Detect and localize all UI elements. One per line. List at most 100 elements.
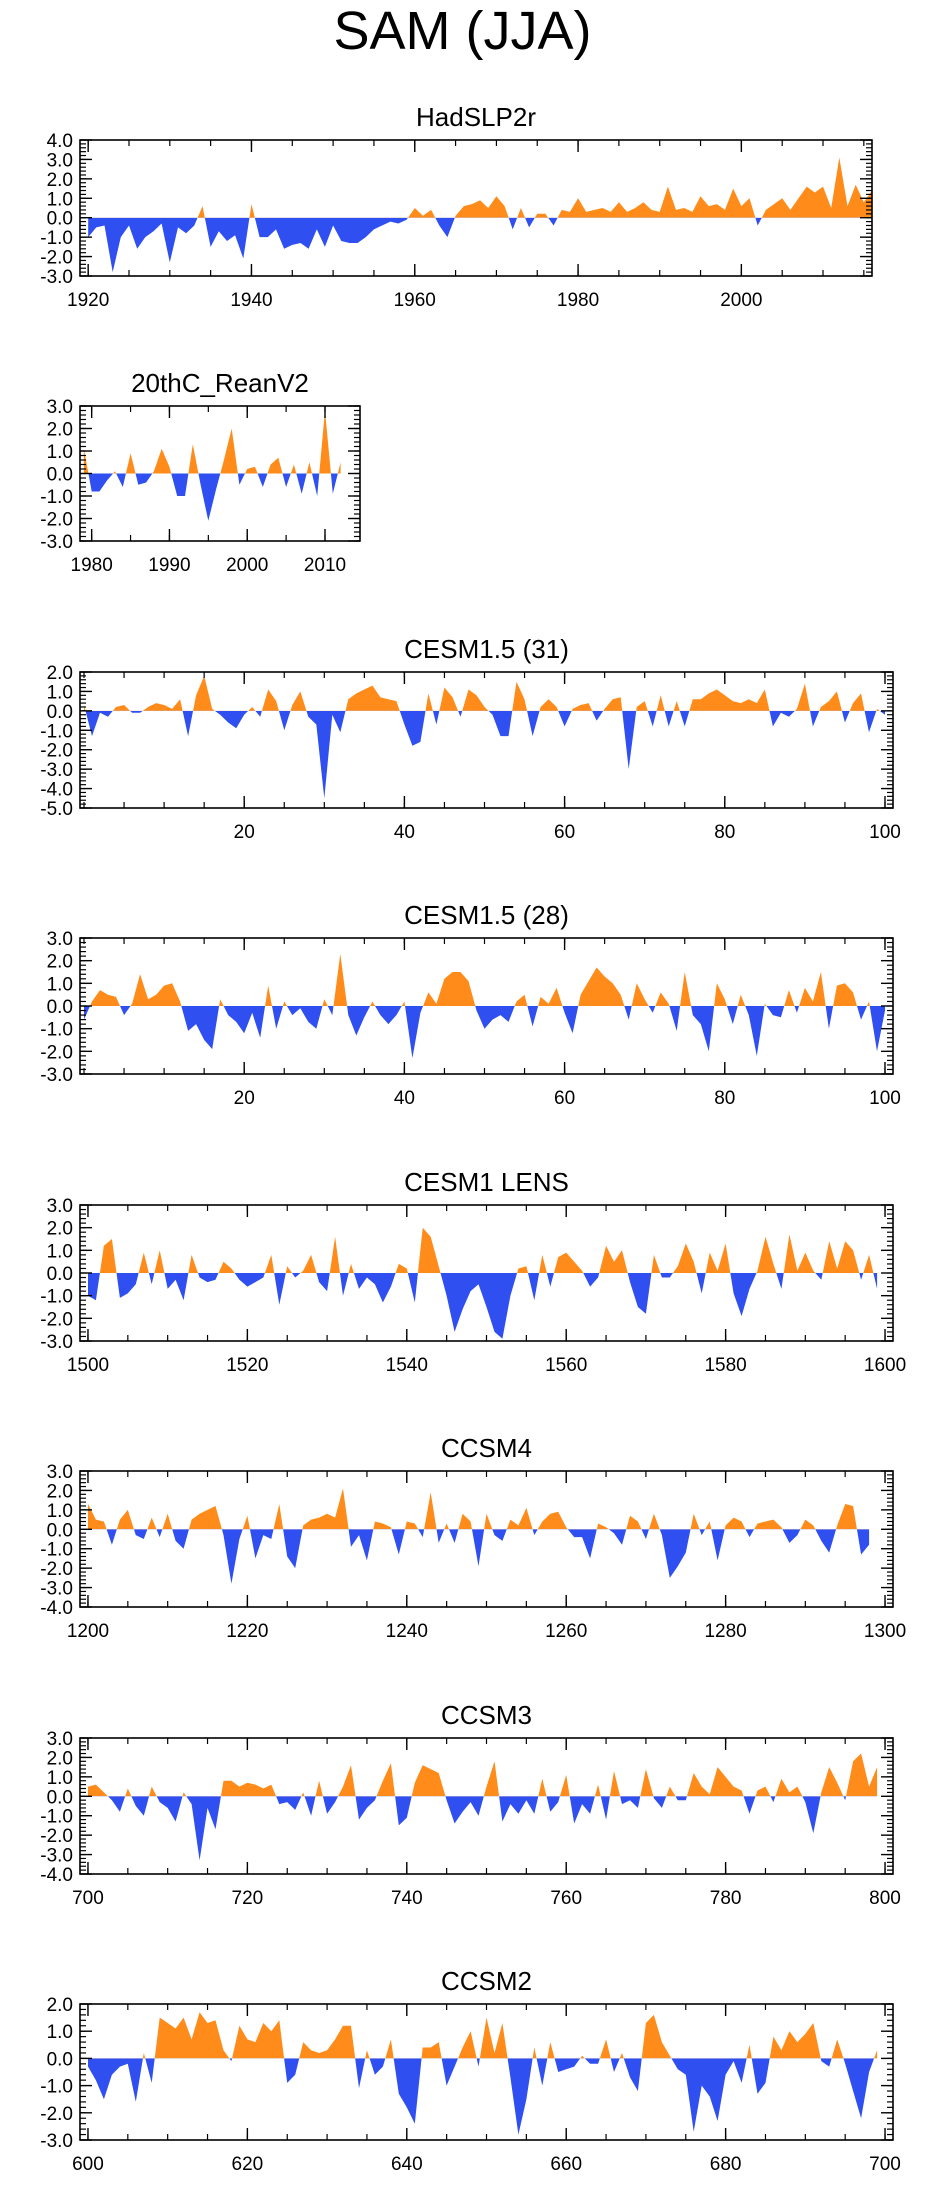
y-tick-label: 1.0: [47, 682, 73, 703]
y-tick-label: 1.0: [47, 1768, 73, 1789]
x-tick-label: 1940: [230, 290, 272, 311]
x-tick-label: 1260: [545, 1621, 587, 1642]
negative-anomaly-area: [84, 1006, 885, 1059]
x-tick-label: 20: [234, 822, 255, 843]
y-tick-label: -1.0: [40, 1540, 73, 1561]
y-tick-label: -3.0: [40, 1846, 73, 1867]
y-tick-label: 3.0: [47, 397, 73, 418]
y-tick-label: -1.0: [40, 1807, 73, 1828]
plot-frame: [79, 2003, 894, 2141]
y-tick-label: 2.0: [47, 663, 73, 684]
x-tick-label: 600: [72, 2154, 104, 2175]
x-tick-label: 740: [391, 1888, 423, 1909]
x-tick-label: 60: [554, 1088, 575, 1109]
y-tick-label: -1.0: [40, 1020, 73, 1041]
x-tick-label: 1500: [67, 1355, 109, 1376]
y-tick-label: -2.0: [40, 1042, 73, 1063]
y-tick-label: 1.0: [47, 1501, 73, 1522]
y-tick-label: -1.0: [40, 2077, 73, 2098]
y-tick-label: 3.0: [47, 1729, 73, 1750]
panel-title: CESM1.5 (28): [404, 900, 569, 930]
x-tick-label: 1280: [704, 1621, 746, 1642]
y-tick-label: -3.0: [40, 2131, 73, 2152]
plot-frame: [79, 1204, 894, 1342]
y-tick-label: 0.0: [47, 2049, 73, 2070]
panel-title: 20thC_ReanV2: [131, 368, 309, 398]
x-tick-label: 2010: [304, 555, 346, 576]
x-tick-label: 800: [869, 1888, 901, 1909]
x-tick-label: 1980: [557, 290, 599, 311]
y-tick-label: -2.0: [40, 1309, 73, 1330]
y-tick-label: -3.0: [40, 1065, 73, 1086]
y-tick-label: 2.0: [47, 170, 73, 191]
y-tick-label: -1.0: [40, 228, 73, 249]
x-tick-label: 700: [72, 1888, 104, 1909]
negative-anomaly-area: [88, 1273, 878, 1339]
x-tick-label: 1540: [386, 1355, 428, 1376]
y-tick-label: 2.0: [47, 420, 73, 441]
y-tick-label: -2.0: [40, 510, 73, 531]
x-tick-label: 1520: [226, 1355, 268, 1376]
x-tick-label: 20: [234, 1088, 255, 1109]
x-tick-label: 780: [710, 1888, 742, 1909]
x-tick-label: 1560: [545, 1355, 587, 1376]
negative-anomaly-area: [88, 2058, 878, 2135]
x-tick-label: 620: [232, 2154, 264, 2175]
y-tick-label: -5.0: [40, 799, 73, 820]
y-tick-label: -3.0: [40, 532, 73, 553]
y-tick-label: 0.0: [47, 997, 73, 1018]
y-tick-label: 3.0: [47, 150, 73, 171]
y-tick-label: -2.0: [40, 248, 73, 269]
y-tick-label: 1.0: [47, 974, 73, 995]
y-tick-label: -3.0: [40, 1332, 73, 1353]
positive-anomaly-area: [88, 1753, 878, 1797]
y-tick-label: 3.0: [47, 1462, 73, 1483]
negative-anomaly-area: [88, 217, 762, 273]
y-tick-label: 0.0: [47, 1520, 73, 1541]
x-tick-label: 80: [714, 822, 735, 843]
y-tick-label: 2.0: [47, 1219, 73, 1240]
y-tick-label: 1.0: [47, 1241, 73, 1262]
panel-title: CESM1.5 (31): [404, 634, 569, 664]
x-tick-label: 680: [710, 2154, 742, 2175]
x-tick-label: 2000: [226, 555, 268, 576]
y-tick-label: -4.0: [40, 1598, 73, 1619]
plot-frame: [79, 139, 873, 277]
chart-panel: CESM1.5 (28) 3.02.01.00.0-1.0-2.0-3.0 20 40…: [40, 900, 901, 1109]
x-tick-label: 1960: [394, 290, 436, 311]
panel-title: CESM1 LENS: [404, 1167, 569, 1197]
x-tick-label: 1990: [148, 555, 190, 576]
y-tick-label: -4.0: [40, 1865, 73, 1886]
y-tick-label: -3.0: [40, 267, 73, 288]
x-tick-label: 760: [550, 1888, 582, 1909]
negative-anomaly-area: [88, 1796, 878, 1861]
x-tick-label: 1600: [864, 1355, 906, 1376]
positive-anomaly-area: [84, 953, 885, 1006]
panel-title: CCSM4: [441, 1433, 532, 1463]
y-tick-label: -4.0: [40, 780, 73, 801]
positive-anomaly-area: [84, 675, 880, 711]
y-tick-label: 1.0: [47, 189, 73, 210]
y-tick-label: 2.0: [47, 952, 73, 973]
x-tick-label: 1580: [704, 1355, 746, 1376]
plot-frame: [79, 405, 361, 542]
y-tick-label: -1.0: [40, 1287, 73, 1308]
y-tick-label: -2.0: [40, 1559, 73, 1580]
positive-anomaly-area: [88, 2012, 878, 2059]
x-tick-label: 1220: [226, 1621, 268, 1642]
x-tick-label: 640: [391, 2154, 423, 2175]
main-title: SAM (JJA): [333, 1, 592, 61]
y-tick-label: 0.0: [47, 209, 73, 230]
x-tick-label: 660: [550, 2154, 582, 2175]
x-tick-label: 700: [869, 2154, 901, 2175]
plot-frame: [79, 1470, 894, 1608]
y-tick-label: -3.0: [40, 760, 73, 781]
x-tick-label: 60: [554, 822, 575, 843]
y-tick-label: 3.0: [47, 929, 73, 950]
y-tick-label: 0.0: [47, 702, 73, 723]
